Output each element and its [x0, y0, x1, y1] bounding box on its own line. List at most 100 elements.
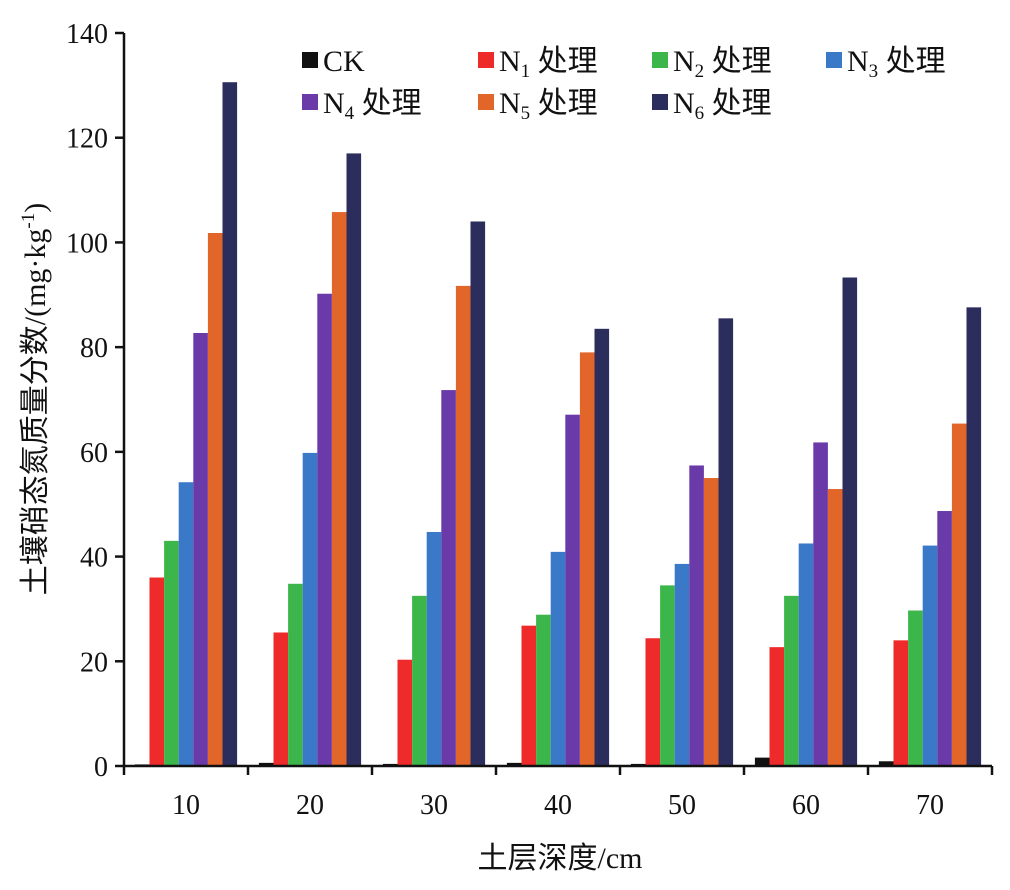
bar-N3--20	[302, 452, 318, 766]
legend-swatch	[478, 52, 494, 68]
bars-layer	[134, 82, 982, 767]
legend-label: CK	[323, 45, 365, 78]
bar-N2--70	[908, 610, 923, 766]
bar-CK-20	[258, 762, 274, 766]
x-tick-label: 70	[916, 790, 944, 821]
legend-label-main: N	[673, 87, 695, 120]
x-tick-label: 30	[420, 790, 448, 821]
legend-label: N1 处理	[499, 45, 598, 82]
legend-label-sub: 6	[695, 103, 705, 124]
y-tick-label: 0	[94, 752, 108, 783]
legend-swatch	[302, 52, 318, 68]
x-ticks: 10 20 30 40 50 60 70	[122, 766, 994, 821]
bar-N4--60	[813, 442, 828, 766]
bar-N5--10	[207, 233, 223, 767]
bar-CK-40	[506, 762, 522, 766]
legend-swatch	[478, 94, 494, 110]
bar-N2--30	[412, 595, 427, 766]
bar-N5--20	[331, 212, 347, 767]
legend-label: N5 处理	[499, 87, 598, 124]
bar-N3--50	[674, 563, 690, 766]
legend-label-tail: 处理	[530, 45, 598, 78]
bar-N6--40	[594, 328, 610, 766]
bar-N4--40	[565, 414, 580, 766]
y-axis-title-superscript: -1	[18, 213, 39, 229]
bar-N1--70	[893, 640, 909, 766]
bar-N2--10	[164, 540, 179, 766]
bar-N2--20	[288, 583, 303, 766]
legend-label-main: N	[847, 45, 869, 78]
x-tick-label: 20	[296, 790, 324, 821]
bar-N1--20	[273, 632, 289, 766]
bar-N2--50	[660, 585, 675, 766]
legend-label-tail: 处理	[530, 87, 598, 120]
bar-N6--50	[718, 318, 734, 766]
bar-N1--60	[769, 647, 785, 766]
y-axis-title: 土壤硝态氮质量分数/(mg·kg-1)	[18, 203, 52, 595]
bar-N6--30	[470, 221, 486, 766]
y-tick-label: 40	[80, 543, 108, 574]
bar-N1--30	[397, 659, 413, 766]
bar-N5--30	[455, 285, 471, 766]
legend-label: N2 处理	[673, 45, 772, 82]
bar-N4--20	[317, 293, 332, 766]
bar-N4--70	[937, 511, 952, 766]
legend-swatch	[652, 52, 668, 68]
legend-swatch	[652, 94, 668, 110]
bar-CK-60	[754, 757, 770, 766]
bar-N3--70	[922, 545, 938, 766]
legend-label-sub: 5	[521, 103, 531, 124]
bar-N6--20	[346, 153, 362, 766]
legend-label: N4 处理	[323, 87, 422, 124]
legend-label-sub: 2	[695, 61, 705, 82]
bar-N5--50	[703, 478, 719, 766]
y-tick-label: 20	[80, 647, 108, 678]
bar-N5--70	[951, 423, 967, 766]
legend-label-main: N	[499, 45, 521, 78]
legend-label-main: N	[673, 45, 695, 78]
legend-label: N6 处理	[673, 87, 772, 124]
legend-label-tail: 处理	[878, 45, 946, 78]
x-tick-label: 40	[544, 790, 572, 821]
bar-N5--40	[579, 352, 595, 766]
legend-label-main: N	[499, 87, 521, 120]
legend-label-main: CK	[323, 45, 365, 78]
axes-layer	[122, 33, 992, 768]
bar-N4--30	[441, 390, 456, 766]
bar-N4--50	[689, 465, 704, 766]
legend-label-sub: 1	[521, 61, 531, 82]
bar-N3--10	[178, 482, 194, 766]
bar-N6--10	[222, 82, 238, 767]
x-tick-label: 60	[792, 790, 820, 821]
x-tick-label: 50	[668, 790, 696, 821]
y-tick-label: 80	[80, 333, 108, 364]
bar-N1--50	[645, 638, 661, 766]
bar-N3--30	[426, 531, 442, 766]
y-axis-title-main: 土壤硝态氮质量分数/(mg·kg	[19, 229, 52, 596]
bar-N6--60	[842, 277, 858, 766]
bar-N3--40	[550, 551, 566, 766]
legend-swatch	[302, 94, 318, 110]
bar-N4--10	[193, 333, 208, 766]
legend-label: N3 处理	[847, 45, 946, 82]
legend-label-tail: 处理	[354, 87, 422, 120]
y-tick-label: 100	[66, 228, 108, 259]
legend-label-tail: 处理	[704, 87, 772, 120]
bar-N2--60	[784, 595, 799, 766]
bar-N1--10	[149, 577, 165, 766]
legend-swatch	[826, 52, 842, 68]
bar-N3--60	[798, 543, 814, 766]
legend-label-tail: 处理	[704, 45, 772, 78]
bar-CK-70	[878, 761, 894, 766]
x-axis-title: 土层深度/cm	[478, 842, 643, 875]
bar-N6--70	[966, 307, 982, 766]
x-tick-label: 10	[172, 790, 200, 821]
y-ticks: 0 20 40 60 80 100 120 140	[66, 19, 124, 783]
y-tick-label: 60	[80, 438, 108, 469]
bar-N1--40	[521, 625, 537, 766]
y-tick-label: 140	[66, 19, 108, 50]
legend-label-main: N	[323, 87, 345, 120]
